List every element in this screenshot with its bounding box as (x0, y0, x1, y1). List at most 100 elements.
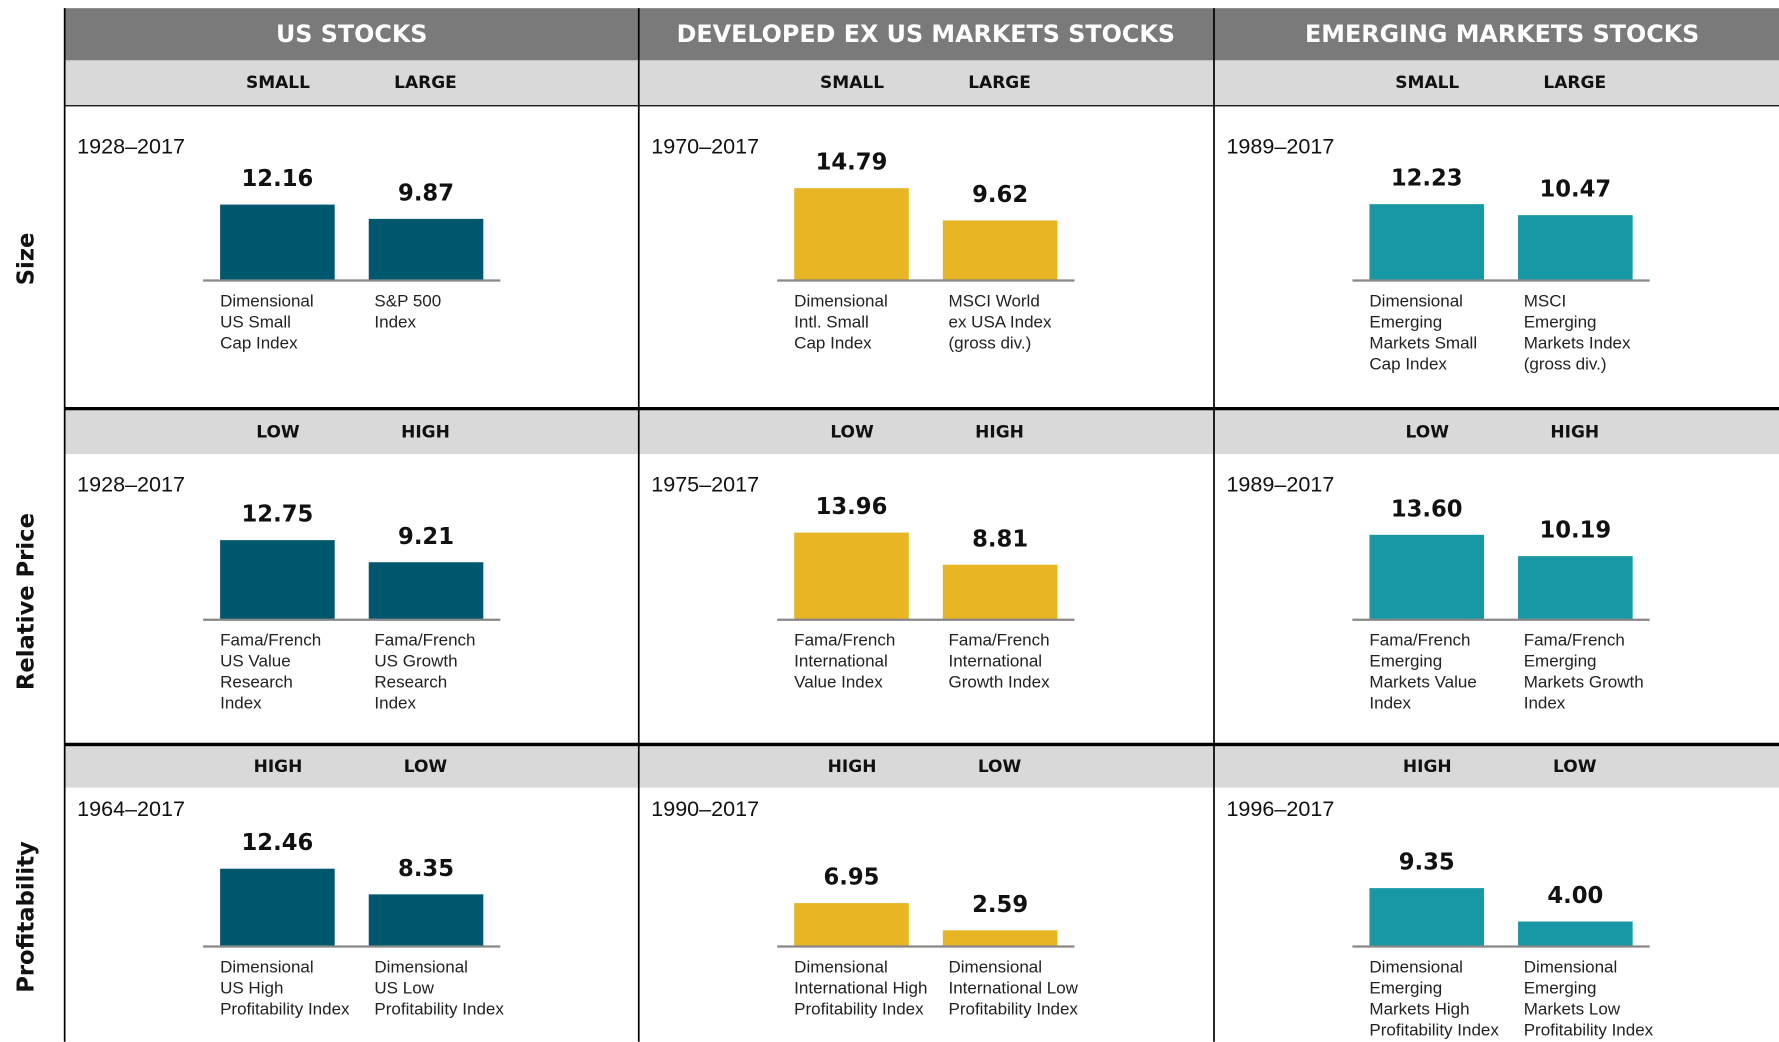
bar (368, 218, 484, 281)
bar-label: Fama/French (1524, 631, 1625, 650)
bar-label: Markets Value (1369, 673, 1476, 692)
bar-label: US Growth (374, 652, 457, 671)
bar-label: ex USA Index (948, 313, 1052, 332)
bar (942, 564, 1058, 620)
bar-label: Emerging (1524, 652, 1597, 671)
bar-label: Cap Index (1369, 354, 1447, 373)
value-label: 6.95 (823, 865, 879, 891)
bar-label: Index (1369, 694, 1411, 713)
bar-label: Fama/French (948, 631, 1049, 650)
bar-label: Fama/French (374, 631, 475, 650)
bar-label: Value Index (794, 673, 883, 692)
bar-label: Fama/French (1369, 631, 1470, 650)
group-label: HIGH (828, 757, 877, 777)
value-label: 13.96 (816, 494, 888, 520)
value-label: 9.21 (398, 524, 454, 550)
value-label: 9.62 (972, 182, 1028, 208)
bar-label: Emerging (1524, 979, 1597, 998)
group-label: LARGE (968, 73, 1031, 93)
value-label: 12.46 (242, 830, 314, 856)
bar-label: Dimensional (794, 958, 888, 977)
bar (1369, 534, 1485, 620)
bar (1369, 888, 1485, 947)
bar-label: Cap Index (220, 334, 298, 353)
bar-label: MSCI (1524, 292, 1567, 311)
bar-label: Markets Low (1524, 999, 1621, 1018)
bar-label: Fama/French (220, 631, 321, 650)
bar-label: Dimensional (220, 292, 314, 311)
bar-label: US Small (220, 313, 291, 332)
bar-label: S&P 500 (374, 292, 441, 311)
row-label: Size (14, 233, 40, 286)
period-label: 1964–2017 (77, 796, 185, 821)
bar-label: Profitability Index (1369, 1020, 1499, 1039)
bar-label: International High (794, 979, 927, 998)
group-label: LARGE (394, 73, 457, 93)
bar-label: (gross div.) (948, 334, 1031, 353)
bar (368, 562, 484, 620)
period-label: 1928–2017 (77, 472, 185, 497)
row-label: Relative Price (14, 513, 40, 690)
period-label: 1996–2017 (1226, 796, 1334, 821)
value-label: 9.35 (1399, 850, 1455, 876)
column-header: US STOCKS (276, 20, 427, 48)
value-label: 8.81 (972, 526, 1028, 552)
bar-label: Fama/French (794, 631, 895, 650)
bar-label: Growth Index (948, 673, 1050, 692)
bar-label: Index (374, 313, 416, 332)
group-label: LOW (978, 757, 1022, 777)
bar-label: International (948, 652, 1042, 671)
group-label: LOW (256, 423, 300, 443)
period-label: 1928–2017 (77, 133, 185, 158)
bar-label: US Value (220, 652, 291, 671)
value-label: 9.87 (398, 180, 454, 206)
bar-label: Profitability Index (374, 999, 504, 1018)
bar (942, 220, 1058, 281)
period-label: 1989–2017 (1226, 133, 1334, 158)
bar (220, 204, 335, 281)
bar-label: Index (374, 694, 416, 713)
bar-label: Index (1524, 694, 1566, 713)
value-label: 13.60 (1391, 496, 1463, 522)
bar (1518, 556, 1633, 620)
group-label: HIGH (975, 423, 1024, 443)
bar-label: Intl. Small (794, 313, 869, 332)
group-label: LOW (1553, 757, 1597, 777)
bar-label: Emerging (1369, 979, 1442, 998)
group-label: HIGH (1403, 757, 1452, 777)
bar-label: US High (220, 979, 283, 998)
group-label: SMALL (246, 73, 310, 93)
group-label: HIGH (401, 423, 450, 443)
bar-label: Dimensional (220, 958, 314, 977)
header-band (64, 8, 1779, 61)
value-label: 12.23 (1391, 166, 1463, 192)
period-label: 1975–2017 (651, 472, 759, 497)
value-label: 10.47 (1539, 177, 1611, 203)
value-label: 14.79 (816, 150, 888, 176)
bar-label: Profitability Index (220, 999, 350, 1018)
group-label: HIGH (1550, 423, 1599, 443)
bar (794, 532, 909, 620)
bar (368, 894, 484, 947)
value-label: 10.19 (1539, 518, 1611, 544)
group-label: LOW (404, 757, 448, 777)
bar-label: Dimensional (374, 958, 468, 977)
subheader-band (64, 410, 1779, 455)
period-label: 1970–2017 (651, 133, 759, 158)
bar (942, 930, 1058, 947)
row-label: Profitability (14, 841, 40, 993)
bar-label: Dimensional (948, 958, 1042, 977)
bar (794, 188, 909, 281)
value-label: 12.75 (242, 502, 314, 528)
group-label: SMALL (1395, 73, 1459, 93)
bar-label: Emerging (1369, 652, 1442, 671)
bar-label: Research (220, 673, 293, 692)
bar-label: Markets High (1369, 999, 1469, 1018)
bar-label: Emerging (1524, 313, 1597, 332)
bar-label: Markets Small (1369, 334, 1477, 353)
bar-label: Index (220, 694, 262, 713)
bar-label: Dimensional (1369, 958, 1463, 977)
group-label: LOW (830, 423, 874, 443)
bar-label: US Low (374, 979, 434, 998)
bar-label: Cap Index (794, 334, 872, 353)
